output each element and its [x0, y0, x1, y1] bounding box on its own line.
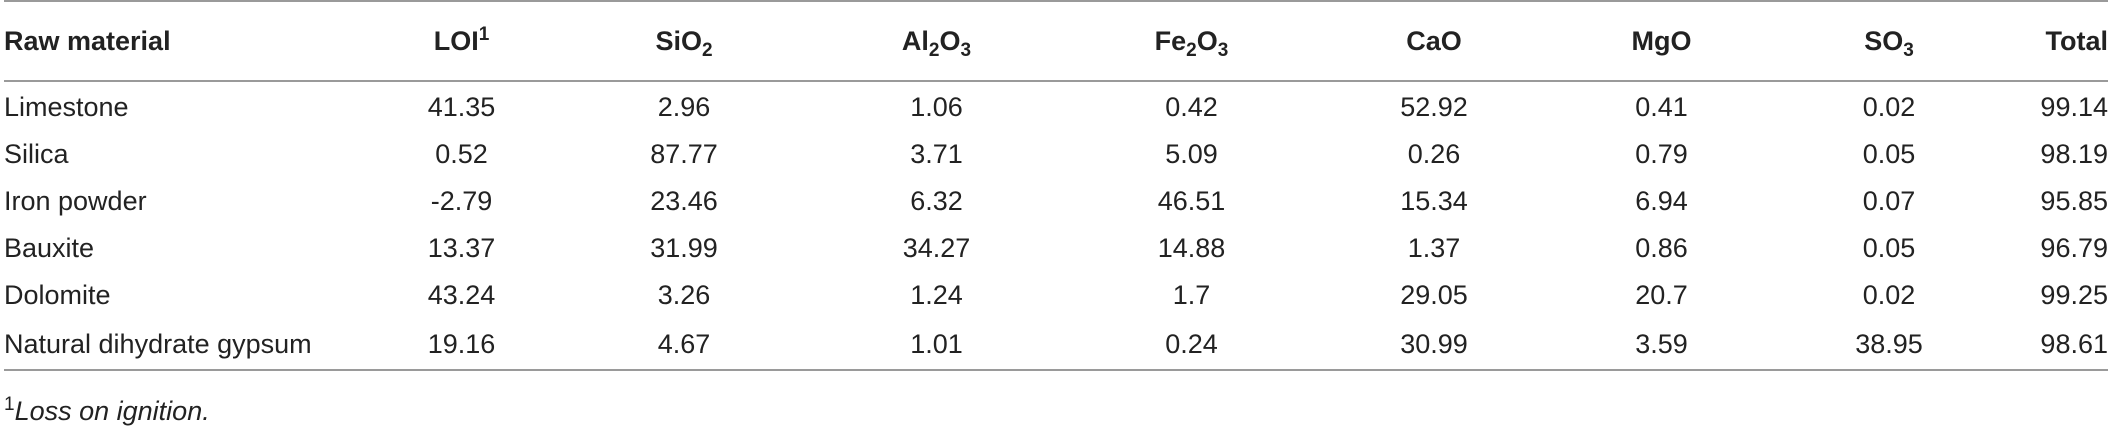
header-fe2o3-mid: O: [1196, 25, 1218, 56]
cell-mgo: 20.7: [1635, 280, 1688, 310]
cell-mgo: 6.94: [1635, 186, 1688, 216]
table-row: Dolomite 43.24 3.26 1.24 1.7 29.05 20.7 …: [4, 272, 2108, 319]
table-row: Natural dihydrate gypsum 19.16 4.67 1.01…: [4, 319, 2108, 371]
header-loi-footnote-marker: 1: [478, 23, 490, 45]
cell-raw-material: Dolomite: [4, 280, 111, 310]
cell-raw-material: Silica: [4, 139, 69, 169]
cell-cao: 52.92: [1400, 92, 1468, 122]
header-mgo: MgO: [1549, 0, 1774, 82]
cell-sio2: 4.67: [559, 319, 809, 371]
header-al2o3-mid: O: [939, 25, 961, 56]
cell-al2o3: 34.27: [902, 233, 971, 263]
header-cao: CaO: [1319, 0, 1549, 82]
cell-sio2: 31.99: [650, 233, 718, 263]
header-mgo-text: MgO: [1631, 25, 1692, 56]
cell-fe2o3: 14.88: [1157, 233, 1226, 263]
cell-cao: 29.05: [1400, 280, 1468, 310]
header-so3-text: SO: [1864, 25, 1904, 56]
header-al2o3: Al2O3: [809, 0, 1064, 82]
cell-mgo: 0.86: [1635, 233, 1688, 263]
header-fe2o3-sub: 2: [1186, 39, 1197, 61]
header-raw-material-text: Raw material: [4, 25, 171, 56]
cell-cao: 30.99: [1319, 319, 1549, 371]
cell-sio2: 87.77: [650, 139, 718, 169]
cell-fe2o3: 0.24: [1064, 319, 1319, 371]
cell-total: 99.14: [2040, 92, 2108, 122]
header-sio2-sub: 2: [701, 39, 713, 61]
cell-al2o3: 1.06: [910, 92, 963, 122]
cell-total: 99.25: [2040, 280, 2108, 310]
cell-fe2o3: 1.7: [1172, 280, 1211, 310]
cell-loi: 43.24: [427, 280, 496, 310]
header-total-text: Total: [2045, 25, 2109, 56]
header-so3-sub: 3: [1903, 39, 1914, 61]
header-al2o3-text: Al: [901, 25, 929, 56]
cell-raw-material: Bauxite: [4, 233, 95, 263]
cell-loi: 13.37: [427, 233, 496, 263]
header-fe2o3-text: Fe: [1154, 25, 1187, 56]
header-total: Total: [2004, 0, 2109, 82]
cell-cao: 15.34: [1400, 186, 1468, 216]
header-sio2: SiO2: [559, 0, 809, 82]
cell-fe2o3: 5.09: [1165, 139, 1218, 169]
header-loi: LOI1: [364, 0, 559, 82]
header-raw-material: Raw material: [4, 0, 364, 82]
footnote-text: Loss on ignition.: [14, 396, 210, 426]
cell-loi: -2.79: [430, 186, 493, 216]
cell-sio2: 3.26: [657, 280, 711, 310]
header-al2o3-sub2: 3: [960, 39, 972, 61]
header-row: Raw material LOI1 SiO2 Al2O3 Fe2O3 CaO M…: [4, 0, 2109, 82]
cell-loi: 41.35: [427, 92, 496, 122]
table-footnote: 1Loss on ignition.: [4, 394, 210, 427]
table-row: Silica 0.52 87.77 3.71 5.09 0.26 0.79 0.…: [4, 131, 2108, 178]
cell-loi: 0.52: [435, 139, 488, 169]
header-fe2o3: Fe2O3: [1064, 0, 1319, 82]
table-row: Iron powder -2.79 23.46 6.32 46.51 15.34…: [4, 178, 2108, 225]
header-cao-text: CaO: [1406, 25, 1462, 56]
cell-al2o3: 1.24: [910, 280, 963, 310]
cell-mgo: 3.59: [1549, 319, 1774, 371]
cell-so3: 0.02: [1862, 92, 1916, 122]
cell-al2o3: 6.32: [910, 186, 963, 216]
cell-raw-material: Natural dihydrate gypsum: [4, 319, 364, 371]
cell-cao: 0.26: [1407, 139, 1461, 169]
header-so3: SO3: [1774, 0, 2004, 82]
cell-mgo: 0.41: [1635, 92, 1688, 122]
table-row: Limestone 41.35 2.96 1.06 0.42 52.92 0.4…: [4, 81, 2108, 131]
cell-fe2o3: 0.42: [1165, 92, 1218, 122]
cell-total: 98.19: [2040, 139, 2108, 169]
header-loi-text: LOI: [433, 25, 479, 56]
cell-al2o3: 1.01: [809, 319, 1064, 371]
cell-so3: 0.05: [1862, 139, 1916, 169]
cell-so3: 38.95: [1774, 319, 2004, 371]
footnote-marker: 1: [4, 394, 15, 415]
cell-so3: 0.05: [1862, 233, 1916, 263]
cell-raw-material: Limestone: [4, 92, 129, 122]
cell-sio2: 23.46: [650, 186, 718, 216]
cell-raw-material: Iron powder: [4, 186, 147, 216]
raw-material-composition-table: Raw material LOI1 SiO2 Al2O3 Fe2O3 CaO M…: [4, 0, 2108, 371]
header-sio2-text: SiO: [655, 25, 702, 56]
cell-loi: 19.16: [364, 319, 559, 371]
table-row: Bauxite 13.37 31.99 34.27 14.88 1.37 0.8…: [4, 225, 2108, 272]
cell-fe2o3: 46.51: [1157, 186, 1226, 216]
cell-total: 96.79: [2040, 233, 2108, 263]
cell-sio2: 2.96: [657, 92, 711, 122]
cell-al2o3: 3.71: [910, 139, 963, 169]
cell-total: 98.61: [2004, 319, 2108, 371]
cell-so3: 0.02: [1862, 280, 1916, 310]
cell-total: 95.85: [2040, 186, 2108, 216]
header-fe2o3-sub2: 3: [1217, 39, 1229, 61]
cell-mgo: 0.79: [1635, 139, 1688, 169]
header-al2o3-sub: 2: [928, 39, 940, 61]
cell-cao: 1.37: [1407, 233, 1461, 263]
cell-so3: 0.07: [1862, 186, 1916, 216]
